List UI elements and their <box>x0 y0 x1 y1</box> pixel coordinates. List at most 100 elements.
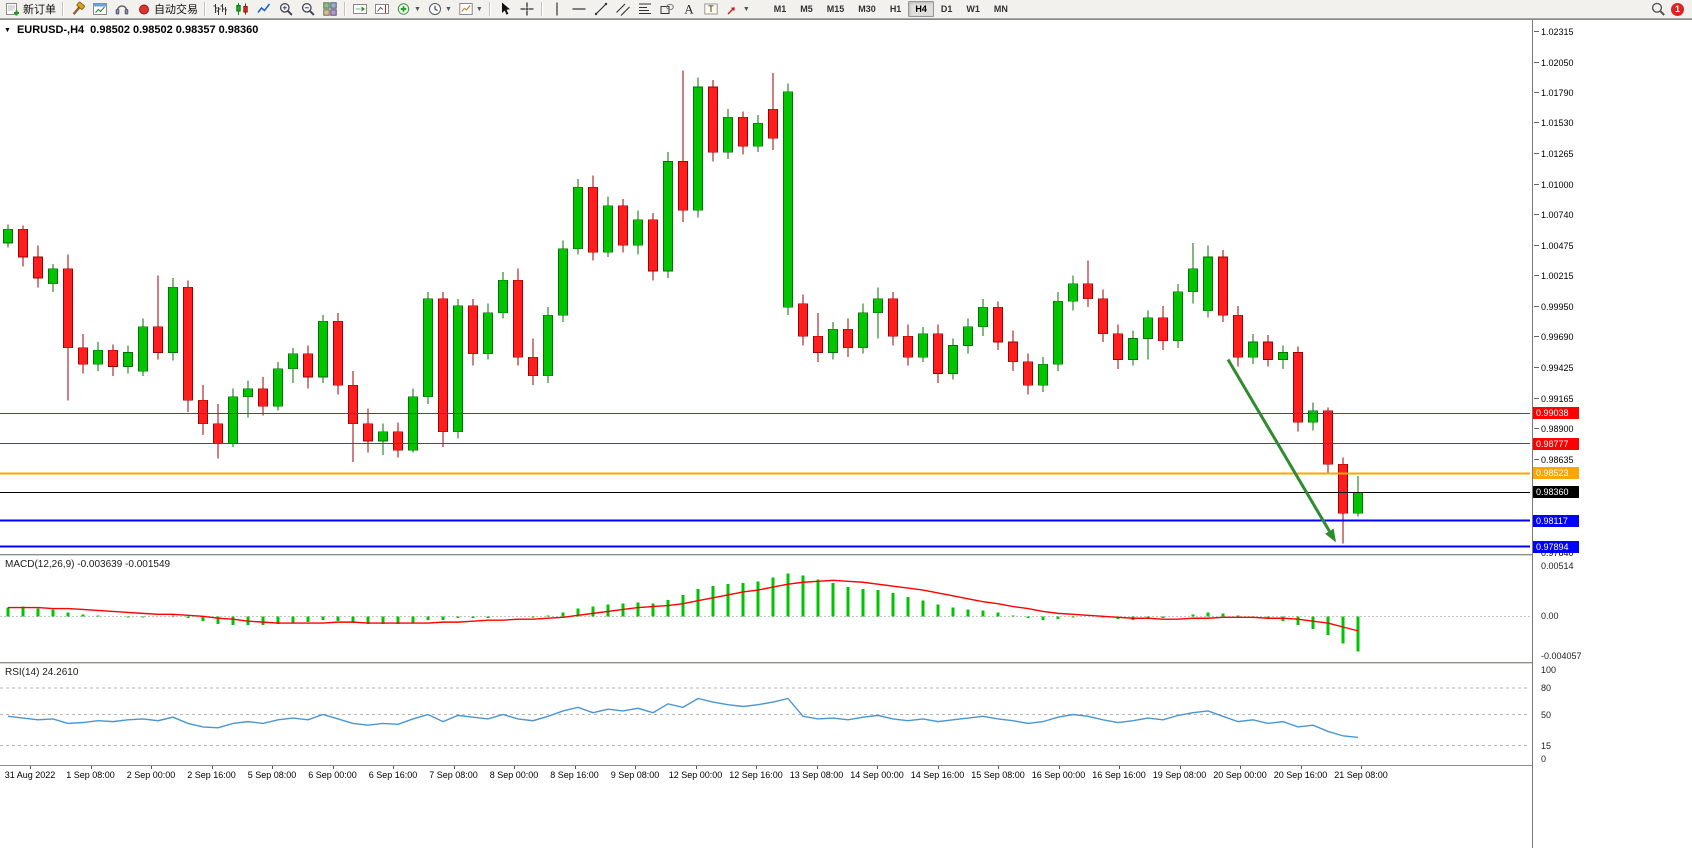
dropdown-caret-icon <box>476 6 483 13</box>
price-tick: 0.99165 <box>1534 393 1574 404</box>
macd-histogram <box>6 573 1360 652</box>
time-label: 9 Sep 08:00 <box>610 770 660 780</box>
time-tick <box>332 766 334 769</box>
time-tick <box>998 766 999 769</box>
time-tick <box>816 766 818 769</box>
line-chart-mode-button[interactable] <box>253 1 275 18</box>
price-tag-0.97894: 0.97894 <box>1533 540 1579 553</box>
time-axis[interactable]: 31 Aug 2022 1 Sep 08:00 2 Sep 00:00 2 Sep 1… <box>0 765 1532 848</box>
chart-collapse-icon[interactable] <box>4 27 11 34</box>
timeframe-m1[interactable]: M1 <box>773 4 787 14</box>
new-order-icon <box>5 1 21 17</box>
sound-alerts-button[interactable] <box>111 1 133 18</box>
notification-badge[interactable]: 1 <box>1671 2 1684 16</box>
dropdown-caret-icon <box>743 6 750 13</box>
equidistant-channel-button[interactable] <box>612 1 634 18</box>
candles-chart-icon <box>234 1 250 17</box>
zoom-out-button[interactable] <box>297 1 319 18</box>
time-label: 12 Sep 00:00 <box>668 770 723 780</box>
templates-button[interactable] <box>455 1 486 18</box>
shapes-button[interactable] <box>656 1 678 18</box>
time-tick <box>393 766 394 769</box>
timeframe-d1[interactable]: D1 <box>940 4 953 14</box>
time-tick <box>90 766 92 769</box>
dropdown-caret-icon <box>445 6 452 13</box>
candle-chart-mode-button[interactable] <box>231 1 253 18</box>
chart-window: EURUSD-,H4 0.98502 0.98502 0.98357 0.983… <box>0 19 1692 848</box>
rsi-line <box>7 697 1359 739</box>
new-order-label: 新订单 <box>23 4 56 16</box>
fibonacci-icon <box>637 1 653 17</box>
price-tick: 0.99950 <box>1534 302 1574 313</box>
text-label-button[interactable]: T <box>700 1 722 18</box>
time-label: 19 Sep 08:00 <box>1152 770 1207 780</box>
price-scale[interactable]: 1.02315 1.02050 1.01790 1.01530 1.01265 1.010… <box>1532 20 1692 848</box>
timeframe-mn[interactable]: MN <box>993 4 1008 14</box>
time-label: 20 Sep 00:00 <box>1213 770 1267 780</box>
timeframe-w1[interactable]: W1 <box>966 4 980 14</box>
trendline-button[interactable] <box>590 1 612 18</box>
time-label: 8 Sep 16:00 <box>550 770 599 780</box>
time-label: 21 Sep 08:00 <box>1334 770 1388 780</box>
periods-button[interactable] <box>424 1 455 18</box>
panel-separator[interactable] <box>0 554 1692 556</box>
panel-separator[interactable] <box>0 662 1692 664</box>
search-icon[interactable] <box>1650 1 1666 17</box>
chart-symbol-period: EURUSD-,H4 <box>16 24 85 36</box>
text-button[interactable]: A <box>678 1 700 18</box>
time-tick <box>1179 766 1181 769</box>
autoscroll-icon <box>352 1 368 17</box>
new-chart-button[interactable] <box>89 1 111 18</box>
arrows-button[interactable] <box>722 1 753 18</box>
new-order-button[interactable]: 新订单 <box>2 1 59 18</box>
horizontal-line-button[interactable] <box>568 1 590 18</box>
price-tick: 0.99425 <box>1534 363 1574 374</box>
auto-scroll-button[interactable] <box>349 1 371 18</box>
time-tick <box>635 766 636 769</box>
price-tick: 1.01530 <box>1534 118 1574 129</box>
time-tick <box>695 766 697 769</box>
time-label: 20 Sep 16:00 <box>1273 770 1328 780</box>
rsi-scale-tick: 15 <box>1541 740 1552 751</box>
templates-icon <box>458 1 474 17</box>
price-chart[interactable] <box>0 20 1532 554</box>
time-tick <box>756 766 757 769</box>
time-tick <box>1361 766 1362 769</box>
label-icon: T <box>703 1 719 17</box>
autotrade-icon <box>136 1 152 17</box>
time-label: 14 Sep 00:00 <box>850 770 904 780</box>
bar-chart-mode-button[interactable] <box>209 1 231 18</box>
indicators-list-button[interactable] <box>393 1 424 18</box>
price-tag-0.98777: 0.98777 <box>1533 437 1579 450</box>
fibonacci-retracement-button[interactable] <box>634 1 656 18</box>
zoom-in-button[interactable] <box>275 1 297 18</box>
indicator-hammer-button[interactable] <box>67 1 89 18</box>
time-tick <box>877 766 878 769</box>
bars-chart-icon <box>212 1 228 17</box>
timeframe-h4[interactable]: H4 <box>908 1 934 17</box>
time-label: 6 Sep 16:00 <box>368 770 418 780</box>
indicators-icon <box>396 1 412 17</box>
autotrading-button[interactable]: 自动交易 <box>133 1 201 18</box>
time-tick <box>211 766 213 769</box>
timeframe-m5[interactable]: M5 <box>800 4 813 14</box>
crosshair-button[interactable] <box>516 1 538 18</box>
macd-signal-line <box>8 579 1359 632</box>
trend-arrow[interactable] <box>1226 358 1336 543</box>
chart-shift-button[interactable] <box>371 1 393 18</box>
cursor-button[interactable] <box>494 1 516 18</box>
price-tick: 1.01265 <box>1534 148 1574 159</box>
macd-panel[interactable] <box>0 556 1532 662</box>
price-tag-0.98117: 0.98117 <box>1533 514 1579 527</box>
timeframe-m15[interactable]: M15 <box>826 4 845 14</box>
tile-windows-button[interactable] <box>319 1 341 18</box>
macd-scale-tick: -0.004057 <box>1541 650 1582 661</box>
time-label: 7 Sep 08:00 <box>429 770 478 780</box>
hammer-icon <box>70 1 86 17</box>
vertical-line-button[interactable] <box>546 1 568 18</box>
timeframe-m30[interactable]: M30 <box>858 4 876 14</box>
time-label: 16 Sep 00:00 <box>1031 770 1086 780</box>
rsi-panel[interactable] <box>0 664 1532 764</box>
timeframe-h1[interactable]: H1 <box>889 4 902 14</box>
price-tag-0.98360: 0.98360 <box>1533 486 1579 499</box>
